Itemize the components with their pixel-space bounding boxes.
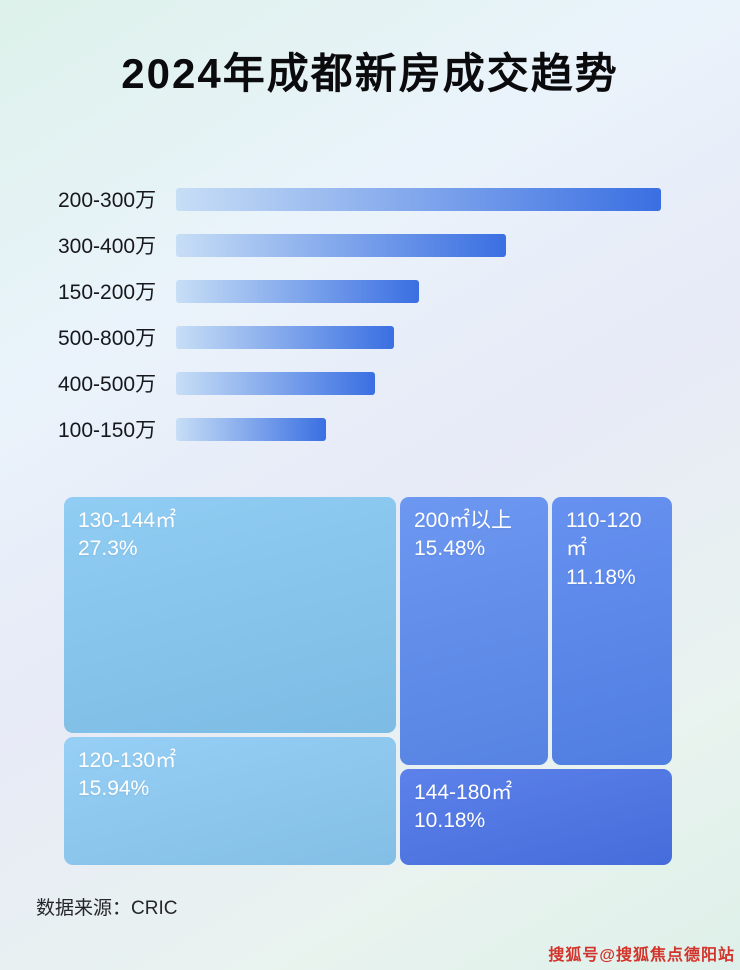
bar (176, 233, 506, 257)
bar-row: 500-800万 (58, 314, 698, 360)
bar-row: 300-400万 (58, 222, 698, 268)
bar-row: 100-150万 (58, 406, 698, 452)
treemap-block-percent: 10.18% (414, 809, 486, 833)
bar-category-label: 500-800万 (58, 327, 157, 350)
treemap-block-label: 110-120㎡ (566, 509, 642, 561)
page-title: 2024年成都新房成交趋势 (121, 50, 619, 97)
bar-row: 150-200万 (58, 268, 698, 314)
bar (176, 371, 375, 395)
treemap-block-label: 130-144㎡ (78, 509, 177, 532)
treemap-block-percent: 27.3% (78, 537, 138, 561)
bar-chart: 200-300万 300-400万 150-200万 500-800万 400-500万… (58, 176, 698, 452)
treemap-block: 120-130㎡ 15.94% (64, 737, 396, 865)
bar (176, 279, 419, 303)
treemap-block: 200㎡以上 15.48% (400, 497, 548, 765)
bar-row: 400-500万 (58, 360, 698, 406)
treemap-block: 110-120㎡ 11.18% (552, 497, 672, 765)
bar (176, 187, 661, 211)
treemap-block-label: 200㎡以上 (414, 509, 513, 532)
watermark: 搜狐号@搜狐焦点德阳站 (548, 947, 735, 964)
treemap-block-percent: 15.94% (78, 777, 150, 801)
treemap-block: 130-144㎡ 27.3% (64, 497, 396, 733)
bar-category-label: 200-300万 (58, 189, 157, 212)
bar-category-label: 300-400万 (58, 235, 157, 258)
bar (176, 417, 326, 441)
treemap-block: 144-180㎡ 10.18% (400, 769, 672, 865)
treemap-block-percent: 11.18% (566, 565, 636, 589)
bar (176, 325, 394, 349)
bar-row: 200-300万 (58, 176, 698, 222)
bar-category-label: 150-200万 (58, 281, 157, 304)
treemap-block-percent: 15.48% (414, 537, 486, 561)
bar-category-label: 400-500万 (58, 373, 157, 396)
treemap-block-label: 120-130㎡ (78, 749, 177, 772)
bar-category-label: 100-150万 (58, 419, 157, 442)
treemap: 130-144㎡ 27.3% 120-130㎡ 15.94% 200㎡以上 15.48% 1… (64, 497, 672, 865)
treemap-block-label: 144-180㎡ (414, 781, 513, 804)
data-source-note: 数据来源：CRIC (36, 898, 178, 919)
